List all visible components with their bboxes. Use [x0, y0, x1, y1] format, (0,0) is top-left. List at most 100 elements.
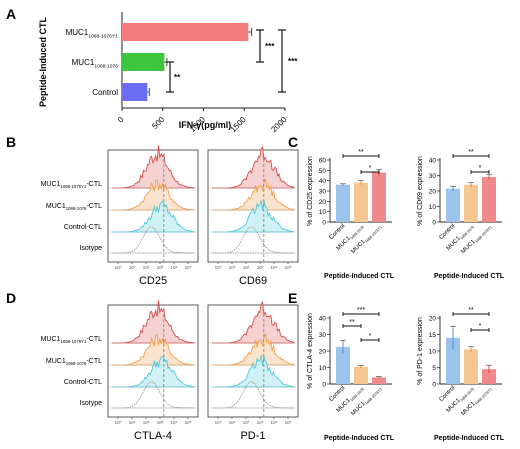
panel-d-x-tick-label: 10⁴ — [271, 420, 278, 425]
panel-b-row-label: MUC11068-1076Y1-CTL — [41, 181, 103, 189]
panel-e-ctla4-y-tick-label: 10 — [319, 365, 327, 372]
panel-e-ctla4-sig-label: ** — [349, 319, 355, 326]
panel-d-x-tick-label: 10⁴ — [171, 420, 178, 425]
panel-b-row-label: Control-CTL — [64, 224, 102, 231]
panel-e-pd1-bar — [482, 369, 496, 384]
panel-c-cd25-y-tick-label: 60 — [319, 158, 327, 165]
panel-c-cd69-bar — [446, 188, 460, 222]
panel-d-row-label: MUC11068-1076Y1-CTL — [41, 336, 103, 344]
panel-d-x-tick-label: 10² — [243, 420, 250, 425]
panel-e-ctla4-y-tick-label: 0 — [322, 382, 326, 389]
panel-a-bar — [122, 53, 165, 71]
panel-d-histograms: MUC11068-1076Y1-CTL MUC11068-1076-CTL Cont… — [41, 300, 299, 442]
panel-e-ctla4-bar — [372, 377, 386, 384]
panel-d-histogram-curve — [212, 381, 294, 409]
panel-c-cd25-bar — [336, 184, 350, 222]
panel-a-x-tick-label: 0 — [116, 115, 126, 125]
panel-e-pd1-x-category-label: MUC11068-1076Y1 — [460, 385, 493, 418]
panel-b-x-tick-label: 10⁵ — [285, 265, 292, 270]
panel-c-cd69-sig-label: * — [479, 165, 482, 172]
panel-b-histogram-curve — [212, 226, 294, 254]
panel-e-ctla4-y-tick-label: 20 — [319, 349, 327, 356]
panel-a-category-label: MUC11068-1076 — [72, 58, 119, 69]
panel-a-x-tick-label: 2000 — [269, 115, 288, 134]
panel-b-x-tick-label: 10³ — [157, 265, 164, 270]
panel-d-row-label: MUC11068-1076-CTL — [46, 358, 102, 366]
panel-letter-b: B — [6, 134, 16, 150]
panel-a-bar — [122, 23, 249, 41]
panel-c-cd25-y-tick-label: 50 — [319, 168, 327, 175]
panel-b-x-tick-label: 10³ — [257, 265, 264, 270]
panel-e-pd1-bar — [446, 337, 460, 384]
panel-a-sig-label: *** — [265, 42, 275, 51]
panel-e-pd1-y-tick-label: 15 — [429, 332, 437, 339]
panel-b-x-tick-label: 10¹ — [229, 265, 236, 270]
panel-d-histogram-curve — [112, 381, 194, 409]
panel-c-cd25-y-tick-label: 20 — [319, 199, 327, 206]
panel-d-row-label: Isotype — [79, 400, 102, 407]
panel-c-cd69-sig-label: ** — [468, 149, 474, 156]
panel-d-row-label: Control-CTL — [64, 379, 102, 386]
panel-e-pd1-y-tick-label: 0 — [432, 382, 436, 389]
panel-b-histogram-curve — [112, 179, 195, 211]
panel-c-cd25-x-category-label: MUC11068-1076Y1 — [350, 223, 383, 256]
panel-e-pd1-y-tick-label: 20 — [429, 316, 437, 323]
panel-a-sig-label: *** — [288, 57, 298, 66]
panel-c-cd69-y-tick-label: 30 — [429, 173, 437, 180]
panel-e-ctla4-y-tick-label: 40 — [319, 316, 327, 323]
panel-d-x-tick-label: 10⁰ — [215, 420, 222, 425]
panel-b-x-tick-label: 10⁴ — [171, 265, 178, 270]
panel-b-x-tick-label: 10² — [143, 265, 150, 270]
panel-d-x-tick-label: 10² — [143, 420, 150, 425]
panel-c-cd25-sig-label: * — [369, 165, 372, 172]
panel-b-row-label: Isotype — [79, 245, 102, 252]
panel-c-cd25-y-tick-label: 10 — [319, 209, 327, 216]
panel-c-cd25-y-tick-label: 30 — [319, 189, 327, 196]
panel-e-pd1-y-tick-label: 5 — [432, 365, 436, 372]
panel-c-cd69-bar — [464, 184, 478, 222]
panel-c-cd69-y-label: % of CD69 expression — [417, 156, 424, 226]
panel-b-marker-label: CD69 — [239, 275, 267, 287]
panel-letter-e: E — [288, 290, 297, 306]
panel-d-x-tick-label: 10⁰ — [115, 420, 122, 425]
panel-b-x-tick-label: 10⁰ — [115, 265, 122, 270]
panel-c-cd25-bar — [372, 172, 386, 222]
panel-e-pd1-bar — [464, 349, 478, 384]
panel-e-ctla4-sig-label: *** — [357, 307, 365, 314]
panel-d-x-tick-label: 10⁵ — [285, 420, 292, 425]
panel-letter-d: D — [6, 290, 16, 306]
panel-a-ylabel: Peptide-Induced CTL — [38, 16, 48, 107]
panel-letter-a: A — [6, 6, 16, 22]
panel-c-cd69-bar — [482, 177, 496, 222]
panel-e-pd1-y-tick-label: 10 — [429, 349, 437, 356]
panel-e-pd1-y-label: % of PD-1 expression — [417, 317, 424, 385]
panel-a-x-tick-label: 1500 — [229, 115, 248, 134]
panel-letter-c: C — [288, 134, 298, 150]
panel-e-ctla4-bar — [336, 346, 350, 384]
panel-c-cd69-x-title: Peptide-Induced CTL — [434, 273, 505, 280]
panel-e-pd1-sig-label: ** — [468, 307, 474, 314]
panel-e-ctla4-sig-label: * — [369, 333, 372, 340]
panel-b-histogram-curve — [112, 145, 195, 189]
panel-d-x-tick-label: 10³ — [257, 420, 264, 425]
panel-d-marker-label: PD-1 — [240, 430, 265, 442]
panel-b-x-tick-label: 10⁴ — [271, 265, 278, 270]
panel-b-histogram-curve — [112, 226, 194, 254]
panel-e-pd1-x-title: Peptide-Induced CTL — [434, 435, 505, 442]
panel-b-x-tick-label: 10⁰ — [215, 265, 222, 270]
panel-d-x-tick-label: 10¹ — [129, 420, 136, 425]
panel-a-x-tick-label: 500 — [150, 115, 166, 131]
panel-c-cd25-x-title: Peptide-Induced CTL — [324, 273, 395, 280]
panel-e-ctla4-y-label: % of CTLA-4 expression — [307, 313, 314, 389]
panel-b-marker-label: CD25 — [139, 275, 167, 287]
panel-c-cd25-bar — [354, 182, 368, 222]
panel-a-category-label: MUC11068-1076Y1 — [66, 28, 119, 39]
panel-c-cd69-y-tick-label: 0 — [432, 220, 436, 227]
panel-e-ctla4-x-title: Peptide-Induced CTL — [324, 435, 395, 442]
panel-b-row-label: MUC11068-1076-CTL — [46, 203, 102, 211]
panel-d-marker-label: CTLA-4 — [134, 430, 172, 442]
panel-c-cd69-y-tick-label: 10 — [429, 204, 437, 211]
panel-c-cd25-y-tick-label: 40 — [319, 178, 327, 185]
